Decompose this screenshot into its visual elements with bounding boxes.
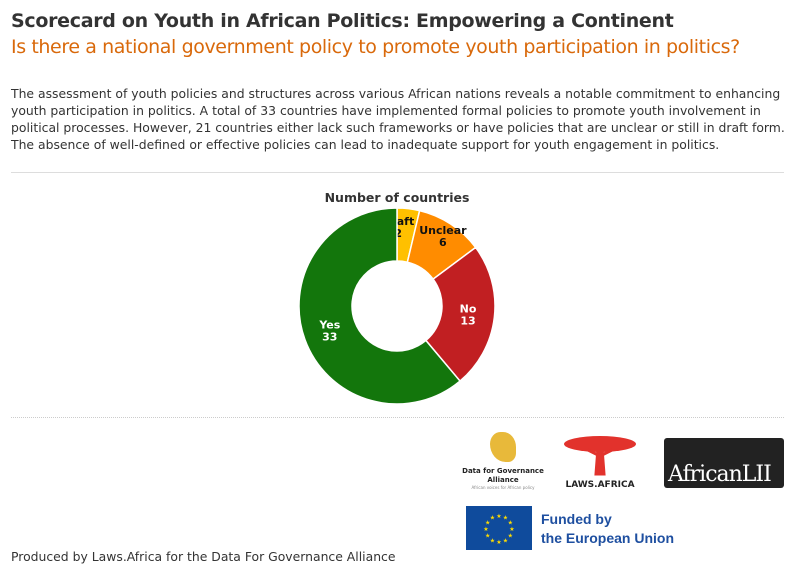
star-icon: ★	[508, 520, 513, 527]
divider	[11, 172, 784, 173]
star-icon: ★	[503, 515, 508, 522]
star-icon: ★	[509, 526, 514, 533]
footer-credit: Produced by Laws.Africa for the Data For…	[11, 549, 396, 564]
data-label-value: 6	[439, 236, 447, 249]
data-label-value: 33	[322, 330, 337, 343]
divider	[11, 417, 784, 418]
tree-icon	[564, 436, 636, 476]
slice-yes[interactable]	[298, 207, 462, 405]
data-label-category: No	[460, 302, 477, 315]
page-subtitle: Is there a national government policy to…	[11, 36, 740, 58]
slice-no[interactable]	[424, 246, 496, 383]
eu-funding-text: Funded by the European Union	[541, 511, 674, 546]
dga-logo: Data for Governance Alliance African voi…	[458, 432, 548, 492]
star-icon: ★	[496, 539, 501, 546]
description: The assessment of youth policies and str…	[11, 86, 785, 152]
star-icon: ★	[508, 533, 513, 540]
star-icon: ★	[490, 515, 495, 522]
star-icon: ★	[496, 513, 501, 520]
page-title: Scorecard on Youth in African Politics: …	[11, 10, 674, 32]
africanlii-logo: AfricanLII	[664, 438, 784, 488]
data-label-value: 13	[460, 314, 475, 327]
star-icon: ★	[503, 537, 508, 544]
star-icon: ★	[490, 537, 495, 544]
data-label-value: 2	[394, 227, 402, 240]
star-icon: ★	[485, 520, 490, 527]
laws-africa-logo: LAWS.AFRICA	[560, 434, 640, 490]
africa-map-icon	[490, 432, 516, 462]
chart-title: Number of countries	[325, 190, 470, 205]
data-label-category: Unclear	[419, 224, 467, 237]
data-label-category: Yes	[318, 318, 340, 331]
star-icon: ★	[483, 526, 488, 533]
eu-flag-icon: ★ ★ ★ ★ ★ ★ ★ ★ ★ ★ ★ ★	[466, 506, 532, 550]
star-icon: ★	[485, 533, 490, 540]
